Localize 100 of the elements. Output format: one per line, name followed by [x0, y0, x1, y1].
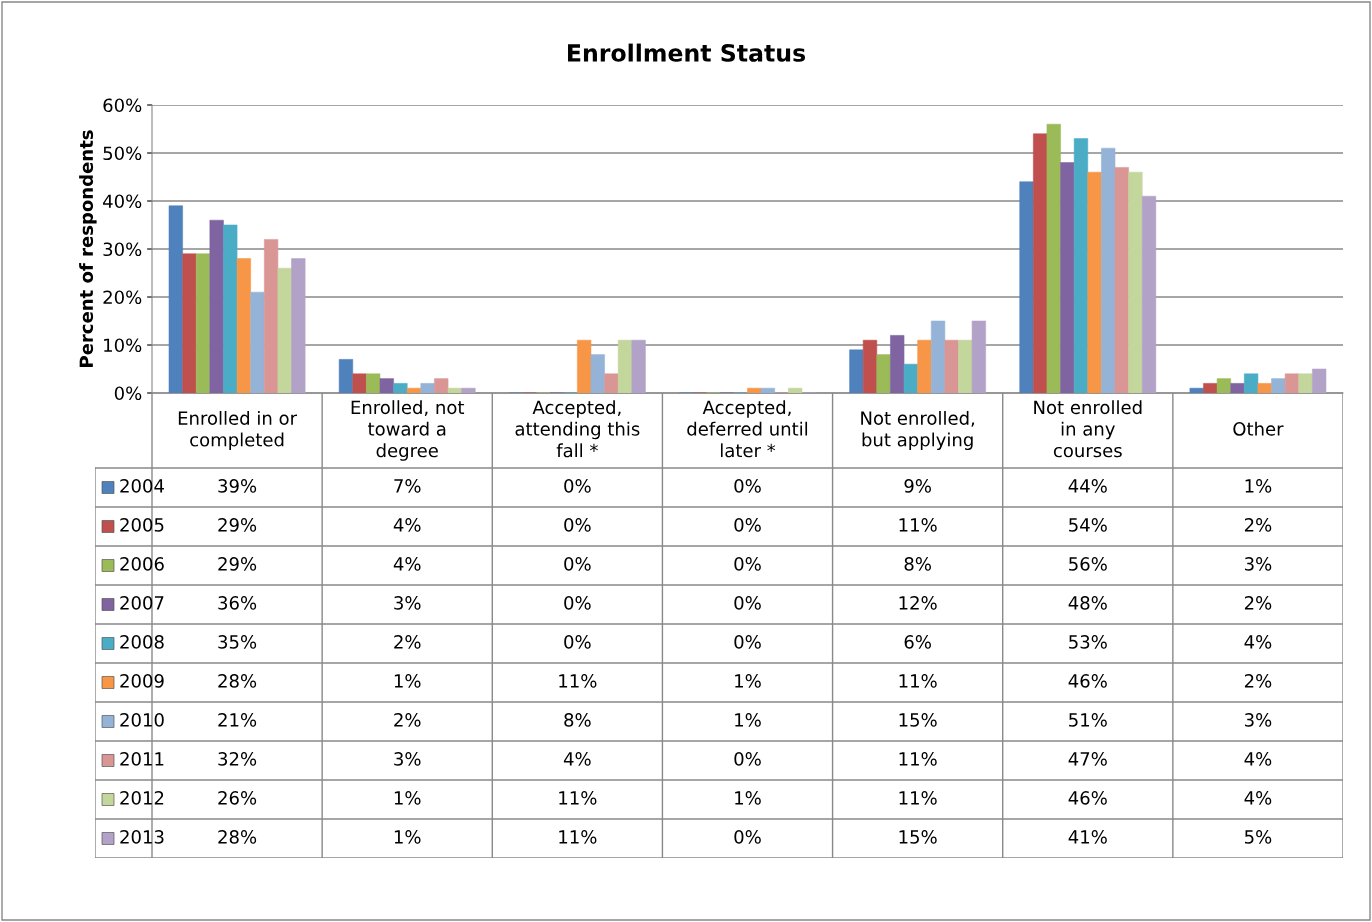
data-label: 0%	[734, 518, 761, 532]
data-label: 0%	[734, 596, 761, 610]
data-label: 9%	[904, 479, 931, 493]
bar	[1060, 162, 1075, 393]
bar	[434, 378, 449, 393]
data-label: 29%	[218, 557, 257, 571]
data-label: 32%	[218, 752, 257, 766]
data-label: 21%	[218, 713, 257, 727]
bar	[1046, 123, 1061, 393]
legend-label: 2009	[120, 674, 164, 688]
x-tick-label: Accepted, attending this fall *	[515, 400, 640, 458]
bar	[447, 387, 462, 393]
bar	[277, 267, 292, 393]
data-label: 29%	[218, 518, 257, 532]
x-tick-label: Enrolled, not toward a degree	[351, 400, 465, 461]
bar	[236, 258, 251, 393]
data-label: 12%	[899, 596, 937, 610]
data-label: 15%	[899, 713, 937, 727]
bar	[461, 387, 476, 393]
bar	[1189, 387, 1204, 393]
bar	[1230, 383, 1245, 393]
bar	[209, 219, 224, 393]
y-tick-label: 40%	[103, 194, 142, 209]
legend-label: 2008	[120, 635, 164, 649]
bar	[1101, 147, 1116, 393]
bar	[1141, 195, 1157, 393]
bar	[1087, 171, 1102, 393]
bar	[631, 339, 646, 393]
data-label: 11%	[899, 791, 937, 805]
data-label: 46%	[1068, 791, 1107, 805]
data-label: 0%	[564, 635, 591, 649]
data-label: 2%	[1244, 518, 1272, 532]
data-label: 3%	[1244, 713, 1272, 727]
bar	[788, 387, 803, 393]
bar	[747, 387, 762, 393]
data-label: 11%	[559, 674, 597, 688]
bar	[849, 349, 864, 393]
bar	[1312, 368, 1327, 393]
data-label: 8%	[564, 713, 591, 727]
bar	[617, 339, 633, 393]
data-label: 0%	[734, 635, 761, 649]
data-label: 2%	[394, 713, 421, 727]
data-label: 5%	[1245, 830, 1272, 844]
bar	[903, 363, 918, 393]
data-label: 11%	[559, 791, 597, 805]
bar	[1298, 373, 1313, 393]
data-label: 0%	[564, 479, 591, 493]
data-label: 48%	[1068, 596, 1107, 610]
data-label: 51%	[1069, 713, 1107, 727]
data-label: 28%	[218, 674, 257, 688]
bar	[577, 339, 592, 393]
x-tick-label: Other	[1233, 421, 1284, 436]
bar	[1216, 378, 1231, 393]
bar	[168, 205, 183, 393]
bar	[379, 378, 394, 393]
x-tick-label: Not enrolled, but applying	[861, 410, 975, 451]
data-label: 4%	[563, 752, 591, 766]
data-label: 2%	[394, 635, 421, 649]
bar	[393, 383, 408, 393]
legend-label: 2010	[120, 713, 164, 727]
legend-label: 2013	[120, 830, 164, 844]
bar	[760, 387, 775, 393]
data-label: 3%	[1244, 557, 1272, 571]
legend-label: 2011	[120, 752, 164, 766]
bar	[366, 373, 381, 393]
data-label: 46%	[1068, 674, 1107, 688]
bar	[890, 335, 905, 393]
data-label: 53%	[1069, 635, 1107, 649]
bar	[1073, 138, 1089, 393]
data-label: 11%	[899, 674, 937, 688]
data-label: 3%	[394, 752, 421, 766]
bar	[195, 253, 211, 393]
bar	[876, 354, 891, 393]
data-label: 26%	[218, 791, 257, 805]
x-tick-label: Not enrolled in any courses	[1034, 400, 1142, 458]
data-label: 8%	[904, 557, 931, 571]
bar	[406, 387, 422, 393]
data-label: 44%	[1068, 479, 1107, 493]
data-label: 56%	[1069, 557, 1107, 571]
data-label: 1%	[735, 713, 761, 727]
data-label: 1%	[394, 791, 421, 805]
bar	[291, 258, 306, 393]
data-label: 36%	[218, 596, 257, 610]
bar	[971, 320, 986, 393]
bar	[1271, 378, 1286, 393]
data-label: 11%	[559, 830, 597, 844]
bar	[352, 373, 367, 393]
bar	[264, 239, 279, 393]
data-label: 2%	[1244, 596, 1272, 610]
y-axis-title: Percent of respondents	[79, 130, 97, 367]
bar	[250, 291, 265, 393]
data-label: 1%	[394, 674, 421, 688]
data-label: 4%	[393, 518, 421, 532]
bar	[1284, 373, 1300, 393]
legend-label: 2004	[120, 479, 164, 493]
legend-label: 2007	[120, 596, 164, 610]
data-label: 54%	[1069, 518, 1107, 532]
data-label: 47%	[1068, 752, 1107, 766]
bar	[930, 320, 946, 393]
bar	[223, 224, 238, 393]
